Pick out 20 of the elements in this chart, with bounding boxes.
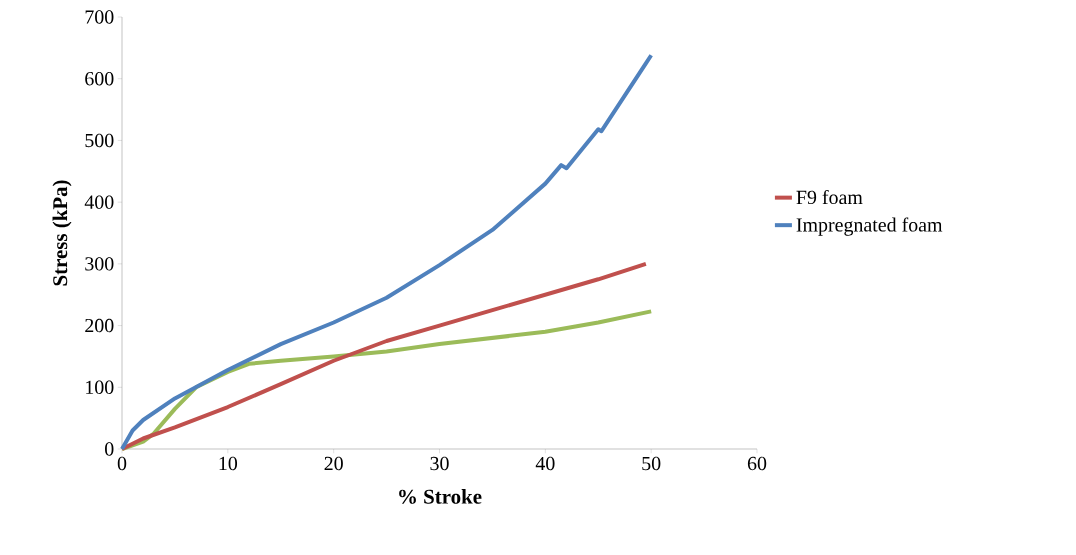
y-tick-label: 0 — [105, 442, 114, 456]
y-tick-label: 700 — [85, 10, 114, 24]
y-tick-label: 400 — [84, 195, 114, 209]
x-axis-title: % Stroke — [399, 489, 482, 504]
x-tick-label: 20 — [324, 456, 343, 471]
y-tick-label: 100 — [86, 380, 114, 394]
x-tick-label: 30 — [430, 456, 449, 471]
x-tick-label: 0 — [117, 456, 127, 471]
x-tick-label: 50 — [642, 456, 661, 471]
y-tick-label: 300 — [85, 257, 114, 271]
line-series — [120, 53, 654, 451]
y-tick-label: 500 — [85, 133, 114, 148]
y-tick-label: 600 — [85, 72, 114, 86]
x-tick-label: 60 — [747, 456, 767, 471]
y-tick-label: 200 — [85, 318, 114, 333]
y-axis-title: Stress (kPa) — [52, 180, 72, 286]
x-tick-label: 10 — [219, 456, 238, 471]
legend-label: Impregnated foam — [796, 217, 943, 236]
legend-label: F9 foam — [796, 189, 863, 205]
x-tick-label: 40 — [535, 456, 555, 471]
